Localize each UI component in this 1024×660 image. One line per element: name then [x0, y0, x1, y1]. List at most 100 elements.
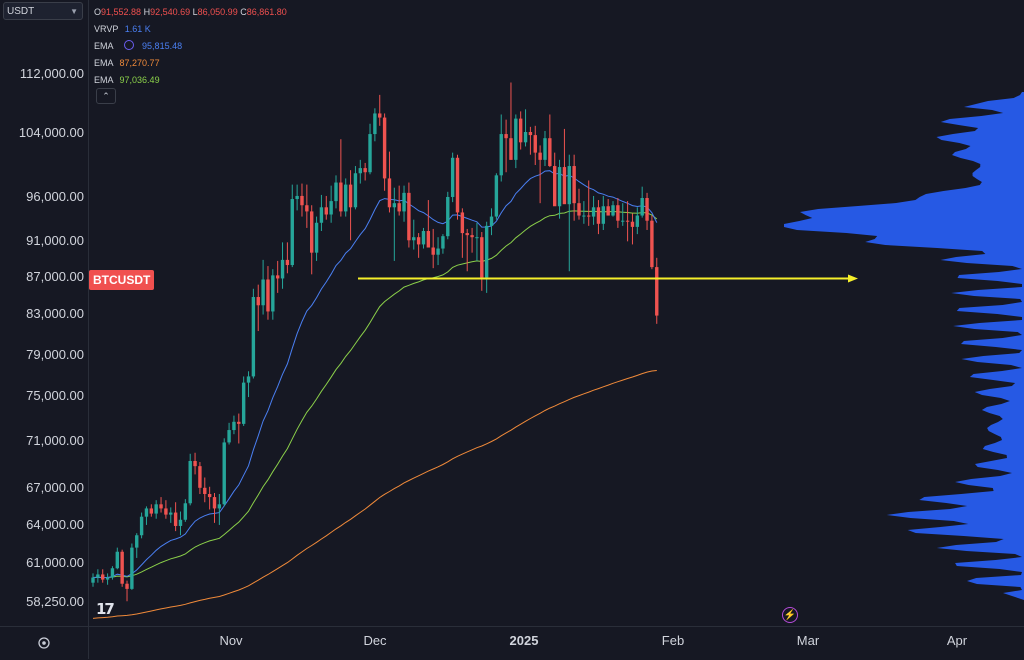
- ema-fast-line: [92, 170, 658, 578]
- candle-body: [173, 512, 178, 526]
- candle-body: [246, 376, 251, 383]
- candle-body: [207, 493, 212, 498]
- candle-body: [655, 267, 659, 316]
- vrvp-label: VRVP: [94, 24, 119, 34]
- candle-body: [120, 551, 124, 584]
- candle-body: [353, 173, 358, 208]
- candle-body: [344, 184, 348, 212]
- price-tick: 61,000.00: [26, 555, 84, 570]
- candle-body: [407, 192, 411, 241]
- candle-body: [154, 504, 158, 514]
- candle-body: [489, 216, 494, 226]
- arrow-right-icon: [848, 274, 858, 283]
- candle-body: [91, 577, 95, 583]
- ema-value: 95,815.48: [142, 41, 183, 51]
- chevron-down-icon: ▼: [70, 7, 78, 16]
- time-tick: Mar: [796, 633, 820, 648]
- vrvp-value: 1.61 K: [124, 24, 151, 34]
- price-tick: 112,000.00: [19, 66, 84, 81]
- candle-body: [329, 201, 333, 215]
- candle-body: [514, 118, 518, 160]
- candle-body: [630, 221, 635, 227]
- price-tick: 91,000.00: [26, 233, 84, 248]
- price-tick: 71,000.00: [26, 433, 84, 448]
- price-tick: 87,000.00: [26, 269, 84, 284]
- candle-body: [266, 279, 270, 312]
- candle-body: [460, 212, 465, 234]
- collapse-legend-button[interactable]: ⌃: [96, 88, 116, 104]
- ema-row[interactable]: EMA 87,270.77: [94, 55, 287, 72]
- candle-body: [528, 132, 533, 136]
- candle-body: [548, 138, 552, 167]
- candle-body: [562, 167, 567, 205]
- candle-body: [139, 516, 144, 536]
- candle-body: [110, 568, 115, 578]
- candle-body: [164, 508, 168, 515]
- symbol-price-tag[interactable]: BTCUSDT: [89, 270, 155, 290]
- candle-body: [169, 512, 173, 515]
- candle-body: [159, 504, 163, 509]
- candle-body: [582, 215, 586, 217]
- candle-body: [135, 535, 139, 548]
- candle-body: [358, 168, 362, 174]
- candle-body: [465, 233, 469, 236]
- candle-body: [275, 275, 280, 279]
- time-tick: Feb: [661, 633, 685, 648]
- candle-body: [426, 231, 431, 248]
- candle-body: [295, 195, 299, 200]
- ema-value: 87,270.77: [119, 58, 160, 68]
- price-axis[interactable]: USDT ▼ 112,000.00 104,000.00 96,000.00 9…: [0, 0, 89, 659]
- candle-body: [577, 203, 581, 216]
- candle-body: [125, 583, 129, 589]
- candle-body: [601, 206, 605, 224]
- candle-body: [373, 113, 377, 135]
- candle-body: [557, 167, 562, 207]
- candle-body: [339, 182, 343, 212]
- time-axis[interactable]: Nov Dec 2025 Feb Mar Apr: [88, 626, 1024, 660]
- high-value: 92,540.69: [150, 7, 191, 17]
- vrvp-row[interactable]: VRVP 1.61 K: [94, 21, 287, 38]
- candle-body: [334, 182, 338, 202]
- candle-body: [178, 519, 183, 526]
- candle-body: [450, 157, 455, 197]
- candle-body: [621, 220, 625, 222]
- candle-body: [212, 497, 217, 509]
- candle-body: [635, 215, 640, 227]
- candle-body: [193, 460, 197, 467]
- lightning-bolt-icon[interactable]: ⚡: [782, 607, 798, 623]
- candle-body: [305, 205, 309, 212]
- candle-body: [237, 421, 241, 424]
- candle-body: [217, 504, 222, 509]
- candle-body: [533, 135, 537, 153]
- candle-body: [650, 220, 654, 268]
- ema-row[interactable]: EMA 97,036.49: [94, 72, 287, 89]
- low-value: 86,050.99: [197, 7, 238, 17]
- candle-body: [397, 203, 401, 212]
- candle-body: [504, 134, 508, 139]
- candle-body: [183, 503, 188, 520]
- candle-body: [144, 508, 149, 517]
- tradingview-logo-icon[interactable]: 17: [96, 600, 115, 618]
- candle-body: [280, 259, 285, 279]
- open-value: 91,552.88: [101, 7, 142, 17]
- time-tick: Apr: [946, 633, 968, 648]
- candle-body: [324, 207, 328, 215]
- candle-body: [616, 205, 620, 221]
- candle-body: [382, 117, 387, 179]
- ohlc-row: O91,552.88 H92,540.69 L86,050.99 C86,861…: [94, 7, 287, 17]
- settings-gear-icon[interactable]: [37, 636, 51, 650]
- close-value: 86,861.80: [246, 7, 287, 17]
- ema-row[interactable]: EMA 95,815.48: [94, 38, 287, 55]
- price-tick: 83,000.00: [26, 306, 84, 321]
- axis-settings-cell: [0, 626, 88, 660]
- candle-body: [319, 207, 324, 223]
- candle-body: [475, 237, 479, 239]
- price-tick: 104,000.00: [18, 125, 84, 140]
- candle-body: [251, 297, 256, 377]
- ema-settings-icon[interactable]: [123, 40, 134, 50]
- ema-value: 97,036.49: [119, 75, 160, 85]
- candle-body: [188, 460, 192, 504]
- currency-selector[interactable]: USDT ▼: [3, 2, 83, 20]
